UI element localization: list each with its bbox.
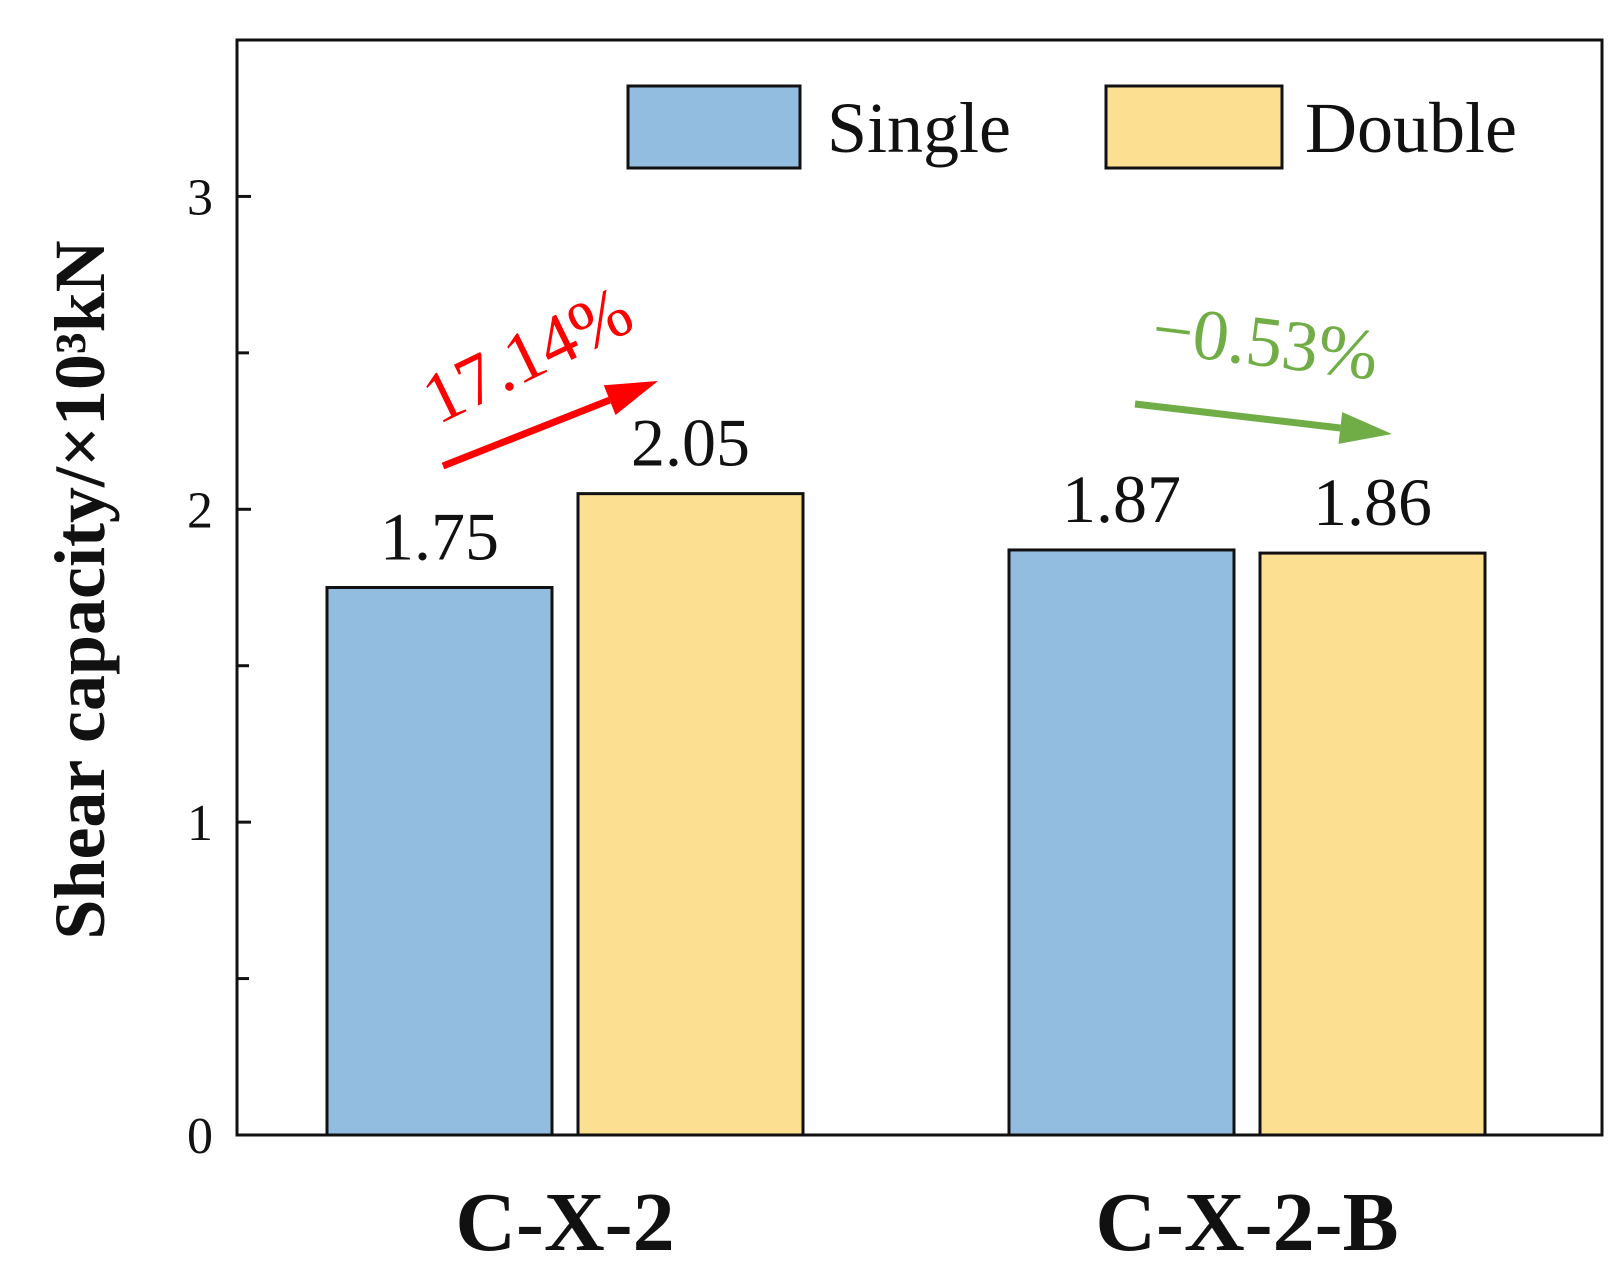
legend-label-double: Double <box>1305 88 1517 168</box>
annotation-arrow-c-x-2 <box>441 396 611 470</box>
annotation-arrowhead-c-x-2 <box>603 381 658 415</box>
y-tick-label-1: 1 <box>187 795 213 852</box>
legend-swatch-single <box>626 84 802 170</box>
annotation-arrow-c-x-2-b <box>1134 400 1341 432</box>
bar-c-x-2-single <box>325 586 554 1137</box>
y-tick-label-3: 3 <box>187 169 213 226</box>
y-tick-label-0: 0 <box>187 1108 213 1165</box>
bar-c-x-2-b-double <box>1258 551 1487 1137</box>
bar-c-x-2-double <box>576 492 805 1137</box>
x-category-label-c-x-2: C-X-2 <box>455 1176 674 1269</box>
legend: Single Double <box>626 84 1517 170</box>
data-label-c-x-2-b-single: 1.87 <box>1062 461 1181 537</box>
y-tick-label-2: 2 <box>187 482 213 539</box>
legend-label-single: Single <box>827 88 1011 168</box>
x-category-label-c-x-2-b: C-X-2-B <box>1095 1176 1398 1269</box>
annotations: 17.14% −0.53% <box>410 270 1392 470</box>
annotation-arrowhead-c-x-2-b <box>1338 412 1392 444</box>
bars <box>325 492 1487 1137</box>
data-label-c-x-2-single: 1.75 <box>380 499 499 575</box>
annotation-label-c-x-2-b: −0.53% <box>1148 288 1383 395</box>
data-label-c-x-2-double: 2.05 <box>631 405 750 481</box>
bar-c-x-2-b-single <box>1007 548 1236 1137</box>
data-label-c-x-2-b-double: 1.86 <box>1313 464 1432 540</box>
data-labels: 1.75 2.05 C-X-2 1.87 1.86 C-X-2-B <box>380 405 1432 1269</box>
plot-frame <box>235 38 1604 1137</box>
axis-ticks: 0 1 2 3 <box>187 169 251 1165</box>
annotation-label-c-x-2: 17.14% <box>410 270 645 439</box>
legend-swatch-double <box>1104 84 1284 170</box>
y-axis-label: Shear capacity/×10³kN <box>40 240 120 939</box>
